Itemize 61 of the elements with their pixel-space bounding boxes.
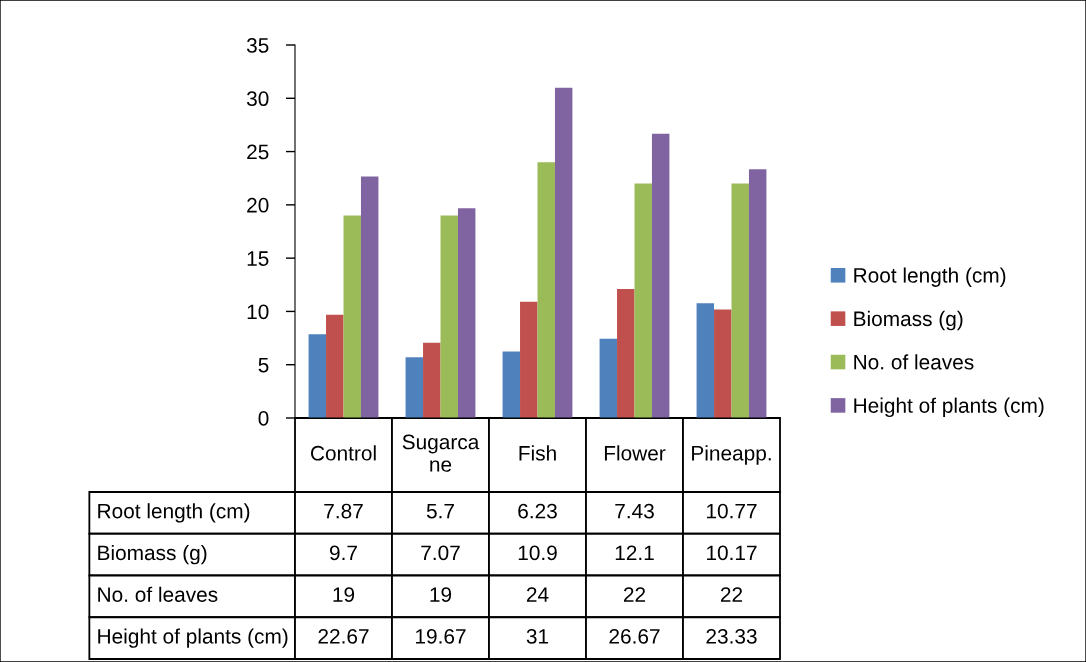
data-label: 7.07 — [421, 545, 460, 561]
data-label: 9.7 — [330, 545, 357, 561]
text: No. of leaves — [98, 586, 218, 602]
y-tick-label: 25 — [247, 144, 269, 160]
data-label: 7.87 — [324, 503, 363, 519]
bar — [502, 351, 521, 418]
x-tick-label: Fish — [519, 445, 556, 461]
data-label: 23.33 — [706, 628, 757, 644]
y-tick-label: 5 — [258, 357, 269, 373]
bar — [308, 334, 327, 418]
y-tick-label: 20 — [247, 197, 269, 213]
data-label: 6.23 — [518, 503, 557, 519]
data-label: 19 — [430, 587, 452, 602]
bar — [748, 169, 767, 418]
data-label: 10.77 — [707, 503, 757, 519]
x-tick-label: Sugarcane — [402, 434, 480, 472]
y-tick-label: 10 — [247, 304, 269, 320]
data-label: 10.9 — [518, 545, 557, 561]
data-label: 31 — [526, 628, 549, 644]
bar — [537, 162, 555, 418]
bar — [651, 133, 670, 418]
bar — [405, 357, 424, 418]
x-tick-label: Pineapp. — [692, 445, 771, 465]
bar — [714, 309, 732, 418]
bar — [554, 87, 573, 418]
bar — [634, 183, 652, 418]
bar — [520, 301, 538, 418]
data-label: 24 — [526, 587, 549, 602]
bar — [440, 215, 458, 418]
bar — [731, 183, 749, 418]
text: Root length (cm) — [98, 503, 250, 523]
data-label: 7.43 — [615, 503, 654, 519]
data-label: 5.7 — [426, 503, 454, 519]
data-label: 26.67 — [609, 628, 660, 644]
bar — [360, 176, 379, 418]
data-label: 19.67 — [416, 628, 466, 644]
data-label: 10.17 — [707, 545, 757, 561]
legend-label: Height of plants (cm) — [854, 397, 1044, 418]
y-tick-label: 35 — [246, 38, 269, 53]
data-label: 22 — [623, 587, 646, 602]
data-label: 12.1 — [615, 545, 654, 561]
text: Height of plants (cm) — [98, 628, 288, 648]
bar — [696, 303, 715, 418]
bar — [599, 338, 618, 418]
bar — [617, 289, 635, 418]
data-label: 22.67 — [318, 628, 369, 644]
y-tick-label: 15 — [247, 251, 269, 266]
data-label: 22 — [720, 587, 743, 602]
legend-label: Root length (cm) — [854, 267, 1006, 287]
x-tick-label: Control — [310, 445, 376, 461]
y-tick-label: 0 — [258, 411, 269, 426]
bar — [343, 215, 361, 418]
x-tick-label: Flower — [604, 445, 666, 461]
text: Biomass (g) — [98, 544, 207, 565]
legend-label: Biomass (g) — [854, 310, 963, 331]
bar — [326, 314, 344, 418]
bar — [423, 342, 441, 418]
y-tick-label: 30 — [246, 91, 269, 107]
bar — [457, 208, 476, 418]
data-label: 19 — [333, 587, 355, 602]
legend-label: No. of leaves — [854, 354, 974, 370]
